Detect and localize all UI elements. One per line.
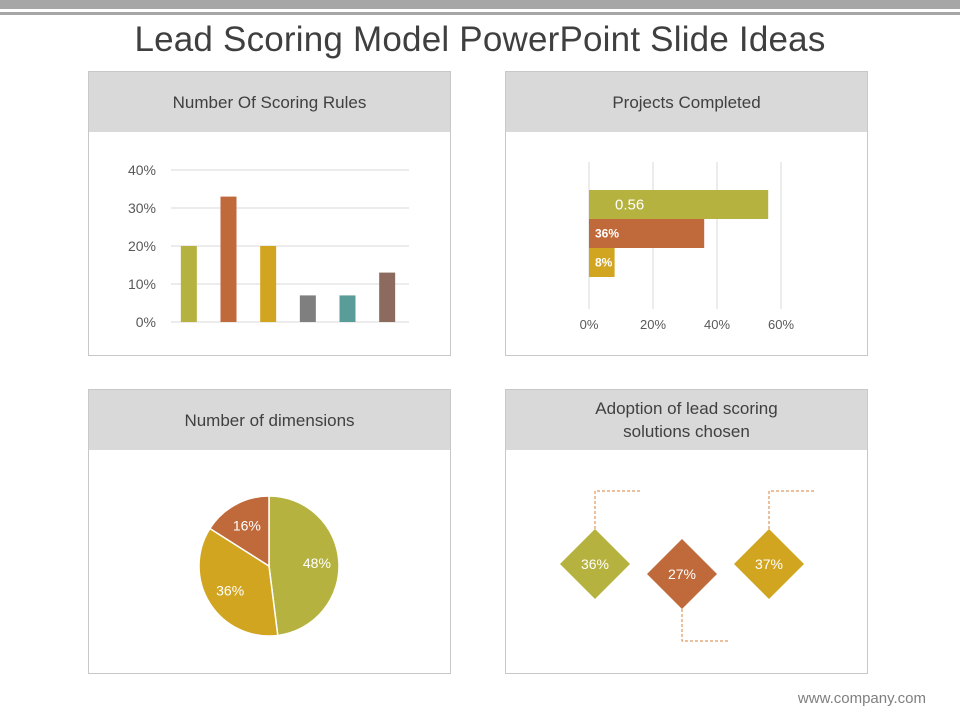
projects-completed-bar-chart: 0% 20% 40% 60% 0.56 36% 8% bbox=[580, 162, 794, 332]
x-tick-label: 20% bbox=[640, 317, 666, 332]
panel-projects-header: Projects Completed bbox=[506, 72, 867, 132]
bar bbox=[299, 295, 316, 322]
x-tick-label: 40% bbox=[704, 317, 730, 332]
slide-title: Lead Scoring Model PowerPoint Slide Idea… bbox=[134, 20, 826, 59]
panel-scoring-rules-title: Number Of Scoring Rules bbox=[172, 92, 367, 112]
panel-adoption-title: Adoption of lead scoring solutions chose… bbox=[595, 399, 778, 441]
bar-data-label: 36% bbox=[595, 227, 619, 241]
bar bbox=[589, 219, 705, 248]
panel-projects-completed: Projects Completed 0% 20% 40% 60% 0.56 36% 8% bbox=[505, 71, 868, 356]
diamond-marker bbox=[647, 539, 717, 609]
diamond-data-label: 37% bbox=[755, 556, 783, 572]
diamond-marker bbox=[560, 529, 630, 599]
bar bbox=[589, 248, 615, 277]
bar-data-label: 0.56 bbox=[615, 197, 644, 214]
top-decor-line bbox=[0, 12, 960, 15]
panel-scoring-rules-header: Number Of Scoring Rules bbox=[89, 72, 450, 132]
bar bbox=[260, 246, 277, 322]
bar bbox=[379, 272, 396, 322]
footer-url: www.company.com bbox=[797, 690, 926, 707]
y-tick-label: 20% bbox=[128, 238, 156, 254]
y-tick-label: 40% bbox=[128, 162, 156, 178]
dimensions-pie-chart: 48% 36% 16% bbox=[198, 495, 340, 637]
panel-scoring-rules: Number Of Scoring Rules 0% 10% 20% 30% 40% bbox=[88, 71, 451, 356]
scoring-rules-bar-chart: 0% 10% 20% 30% 40% bbox=[128, 162, 409, 330]
pie-data-label: 16% bbox=[233, 518, 261, 534]
bar bbox=[180, 246, 197, 322]
panel-dimensions-title: Number of dimensions bbox=[184, 410, 355, 430]
adoption-diamond-chart: 36% 27% 37% bbox=[560, 490, 815, 642]
pie-slice bbox=[268, 495, 340, 637]
panel-projects-title: Projects Completed bbox=[612, 92, 761, 112]
bar bbox=[589, 190, 769, 219]
panel-adoption: Adoption of lead scoring solutions chose… bbox=[505, 389, 868, 674]
pie-slice bbox=[198, 527, 279, 637]
bar bbox=[220, 196, 237, 322]
panel-adoption-header: Adoption of lead scoring solutions chose… bbox=[506, 390, 867, 450]
pie-data-label: 36% bbox=[216, 583, 244, 599]
panel-dimensions-header: Number of dimensions bbox=[89, 390, 450, 450]
bar bbox=[339, 295, 356, 322]
pie-slice bbox=[208, 495, 270, 568]
y-tick-label: 0% bbox=[136, 314, 156, 330]
diamond-data-label: 36% bbox=[581, 556, 609, 572]
x-tick-label: 0% bbox=[580, 317, 599, 332]
pie-data-label: 48% bbox=[303, 555, 331, 571]
y-tick-label: 30% bbox=[128, 200, 156, 216]
connector-line bbox=[681, 609, 728, 642]
bar-data-label: 8% bbox=[595, 256, 613, 270]
diamond-marker bbox=[734, 529, 804, 599]
x-tick-label: 60% bbox=[768, 317, 794, 332]
panel-dimensions: Number of dimensions 48% 36% 16% bbox=[88, 389, 451, 674]
connector-line bbox=[768, 490, 815, 529]
top-decor-bar bbox=[0, 0, 960, 9]
diamond-data-label: 27% bbox=[668, 566, 696, 582]
y-tick-label: 10% bbox=[128, 276, 156, 292]
connector-line bbox=[594, 490, 641, 529]
